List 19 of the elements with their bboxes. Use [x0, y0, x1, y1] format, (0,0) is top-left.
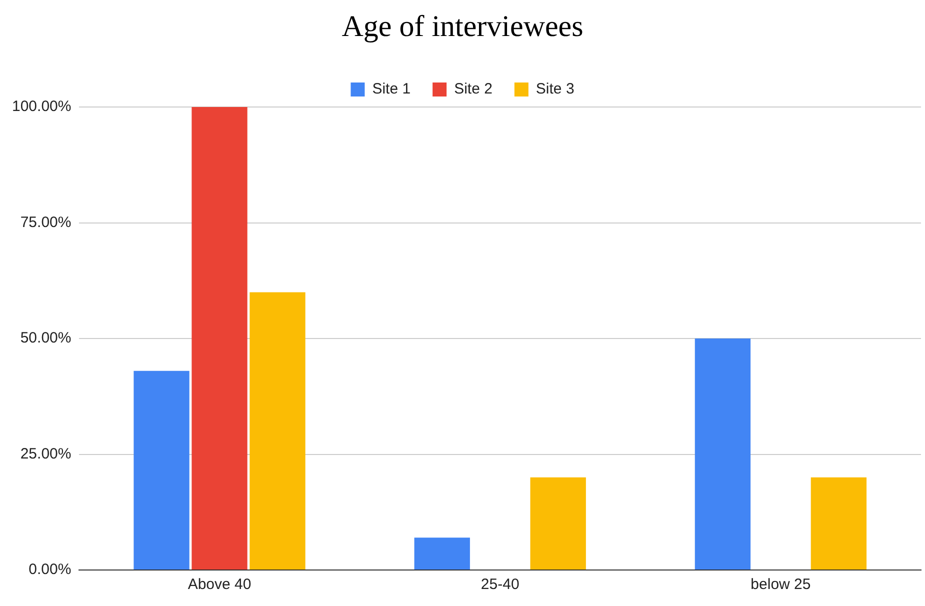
- y-tick-label: 50.00%: [20, 330, 72, 347]
- bar: [530, 477, 586, 570]
- x-tick-label: below 25: [750, 576, 811, 594]
- bar: [694, 338, 751, 570]
- x-tick-label: 25-40: [480, 576, 520, 594]
- y-tick-label: 100.00%: [12, 98, 72, 116]
- legend-label: Site 1: [372, 80, 411, 98]
- bar: [250, 292, 306, 570]
- legend-label: Site 3: [536, 80, 574, 98]
- y-tick-label: 25.00%: [20, 445, 72, 462]
- bar: [414, 538, 470, 570]
- y-tick-label: 75.00%: [20, 214, 72, 231]
- y-tick-label: 0.00%: [28, 561, 72, 578]
- x-tick-label: Above 40: [188, 576, 252, 594]
- bar: [192, 107, 248, 570]
- bar: [134, 370, 190, 570]
- legend-label: Site 2: [454, 80, 492, 98]
- chart-title: Age of interviewees: [342, 10, 584, 43]
- bar: [810, 477, 867, 570]
